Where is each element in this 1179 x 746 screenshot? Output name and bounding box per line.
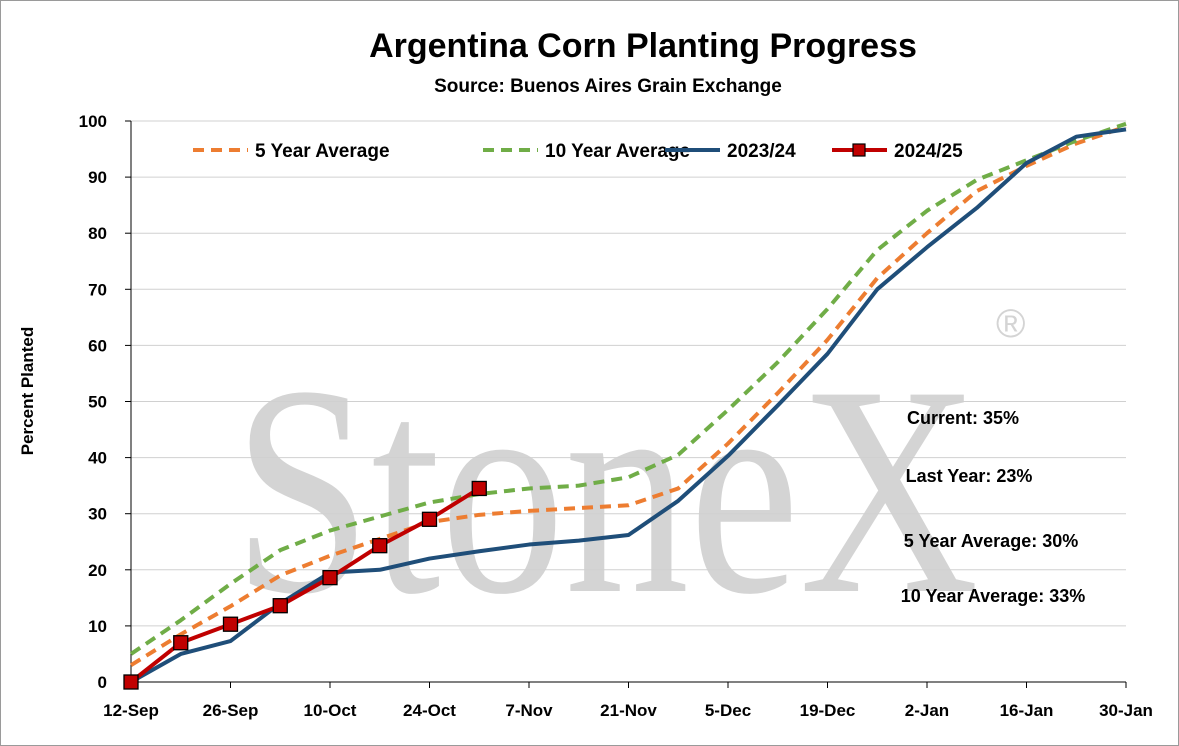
y-tick-60: 60 bbox=[88, 336, 107, 355]
x-tick-19-Dec: 19-Dec bbox=[800, 701, 856, 720]
y-tick-20: 20 bbox=[88, 561, 107, 580]
y-tick-10: 10 bbox=[88, 617, 107, 636]
series-line-2023-24 bbox=[130, 127, 1127, 684]
data-point-2024-25-26-Sep bbox=[222, 616, 239, 632]
y-tick-0: 0 bbox=[98, 673, 107, 692]
x-tick-26-Sep: 26-Sep bbox=[203, 701, 259, 720]
x-tick-21-Nov: 21-Nov bbox=[600, 701, 657, 720]
legend-label-2024-25: 2024/25 bbox=[894, 141, 963, 162]
x-tick-5-Dec: 5-Dec bbox=[705, 701, 751, 720]
legend-label-2023-24: 2023/24 bbox=[727, 141, 796, 162]
x-tick-7-Nov: 7-Nov bbox=[505, 701, 553, 720]
watermark-registered-mark: ® bbox=[996, 302, 1025, 346]
annotation-2: 5 Year Average: 30% bbox=[904, 531, 1078, 551]
data-point-2024-25-17-Oct bbox=[372, 538, 388, 554]
x-tick-24-Oct: 24-Oct bbox=[403, 701, 456, 720]
data-point-2024-25-10-Oct bbox=[322, 570, 338, 586]
x-tick-10-Oct: 10-Oct bbox=[304, 701, 357, 720]
y-axis-label: Percent Planted bbox=[18, 327, 37, 456]
x-tick-30-Jan: 30-Jan bbox=[1099, 701, 1153, 720]
series-line-2024-25 bbox=[129, 486, 481, 684]
data-point-2024-25-24-Oct bbox=[421, 511, 438, 527]
series-line-10-year-average bbox=[129, 121, 1127, 656]
annotation-3: 10 Year Average: 33% bbox=[901, 586, 1085, 606]
y-tick-50: 50 bbox=[88, 393, 107, 412]
series-lines bbox=[123, 121, 1127, 690]
data-point-2024-25-12-Sep bbox=[123, 674, 139, 690]
y-tick-labels: 0 10 20 30 40 50 60 70 80 90 100 bbox=[79, 112, 107, 692]
legend-label-5-year-average: 5 Year Average bbox=[255, 141, 390, 162]
x-tick-labels: 12-Sep 26-Sep 10-Oct 24-Oct 7-Nov 21-Nov 5-Dec… bbox=[103, 701, 1153, 720]
x-tick-2-Jan: 2-Jan bbox=[905, 701, 949, 720]
axes bbox=[125, 120, 1127, 688]
chart-subtitle: Source: Buenos Aires Grain Exchange bbox=[434, 76, 782, 97]
gridlines bbox=[131, 120, 1126, 627]
y-tick-70: 70 bbox=[88, 280, 107, 299]
y-tick-100: 100 bbox=[79, 112, 107, 131]
data-point-2024-25-31-Oct bbox=[471, 480, 487, 497]
x-tick-16-Jan: 16-Jan bbox=[1000, 701, 1054, 720]
legend-marker-2024-25 bbox=[852, 143, 866, 157]
annotation-0: Current: 35% bbox=[907, 408, 1019, 428]
data-point-2024-25-3-Oct bbox=[272, 598, 288, 614]
y-tick-40: 40 bbox=[88, 449, 107, 468]
legend: 5 Year Average 10 Year Average 2023/24 2024… bbox=[193, 141, 963, 162]
y-tick-30: 30 bbox=[88, 505, 107, 524]
chart-title: Argentina Corn Planting Progress bbox=[369, 27, 917, 65]
y-tick-90: 90 bbox=[88, 168, 107, 187]
watermark: StoneX ® bbox=[233, 302, 1025, 656]
annotations: Current: 35% Last Year: 23% 5 Year Average… bbox=[901, 408, 1085, 606]
annotation-1: Last Year: 23% bbox=[906, 466, 1033, 486]
series-line-5-year-average bbox=[129, 124, 1127, 667]
y-tick-80: 80 bbox=[88, 224, 107, 243]
watermark-text: StoneX bbox=[233, 324, 979, 656]
legend-label-10-year-average: 10 Year Average bbox=[545, 141, 690, 162]
x-tick-12-Sep: 12-Sep bbox=[103, 701, 159, 720]
data-point-2024-25-19-Sep bbox=[173, 635, 189, 651]
